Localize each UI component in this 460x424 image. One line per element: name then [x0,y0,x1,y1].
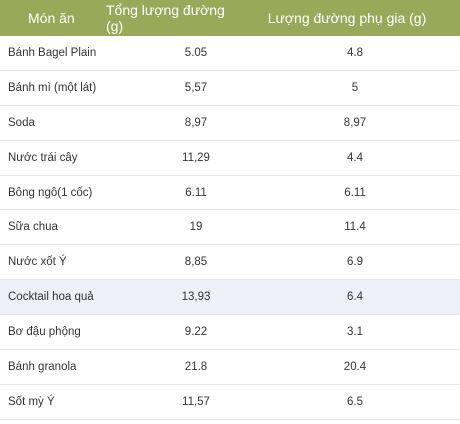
cell-food: Cocktail hoa quả [8,291,94,304]
cell-added-sugar: 6.5 [347,395,363,408]
cell-food: Bánh granola [8,360,77,373]
cell-food: Bánh mì (một lát) [8,81,97,94]
table-row: Nước trái cây 11,29 4.4 [0,141,460,176]
table-row: Bánh granola 21.8 20.4 [0,350,460,385]
table-row: Sốt mỳ Ý 11,57 6.5 [0,385,460,420]
cell-total-sugar: 9.22 [184,326,208,339]
cell-added-sugar: 8,97 [343,116,367,129]
table-row: Bông ngô(1 cốc) 6.11 6.11 [0,176,460,211]
cell-total-sugar: 19 [189,221,203,234]
cell-total-sugar: 5.05 [184,46,208,59]
cell-total-sugar: 11,29 [182,151,210,164]
header-food: Món ăn [28,10,75,26]
cell-total-sugar: 8,85 [184,256,208,269]
table-row: Bơ đậu phộng 9.22 3.1 [0,315,460,351]
table-row: Soda 8,97 8,97 [0,106,460,141]
cell-food: Nước xốt Ý [8,256,67,269]
table-row: Bánh mì (một lát) 5,57 5 [0,71,460,106]
cell-total-sugar: 11,57 [182,395,210,408]
cell-total-sugar: 21.8 [184,360,208,373]
cell-added-sugar: 4.8 [347,46,363,59]
cell-food: Bánh Bagel Plain [8,46,97,59]
cell-added-sugar: 6.4 [347,291,363,304]
cell-total-sugar: 13,93 [181,291,211,304]
cell-added-sugar: 11.4 [344,221,366,234]
cell-food: Bơ đậu phộng [8,326,81,339]
cell-added-sugar: 5 [351,81,359,94]
header-total-sugar: Tổng lượng đường (g) [106,2,225,34]
table-header: Món ăn Tổng lượng đường (g) Lượng đường … [0,0,460,36]
cell-added-sugar: 6.9 [347,256,363,269]
cell-added-sugar: 4.4 [347,151,363,164]
cell-added-sugar: 20.4 [343,360,367,373]
table-row: Nước xốt Ý 8,85 6.9 [0,245,460,281]
table-row: Cocktail hoa quả 13,93 6.4 [0,280,460,316]
header-added-sugar: Lượng đường phụ gia (g) [267,10,427,26]
cell-food: Nước trái cây [8,151,78,164]
table-row: Sữa chua 19 11.4 [0,210,460,246]
cell-added-sugar: 3.1 [347,326,363,339]
cell-food: Sốt mỳ Ý [8,395,55,408]
cell-total-sugar: 5,57 [184,81,208,94]
cell-total-sugar: 6.11 [185,186,207,199]
cell-food: Bông ngô(1 cốc) [8,186,93,199]
cell-food: Sữa chua [8,221,58,234]
cell-added-sugar: 6.11 [344,186,366,199]
cell-total-sugar: 8,97 [184,116,208,129]
cell-food: Soda [8,116,35,129]
table-row: Bánh Bagel Plain 5.05 4.8 [0,36,460,71]
